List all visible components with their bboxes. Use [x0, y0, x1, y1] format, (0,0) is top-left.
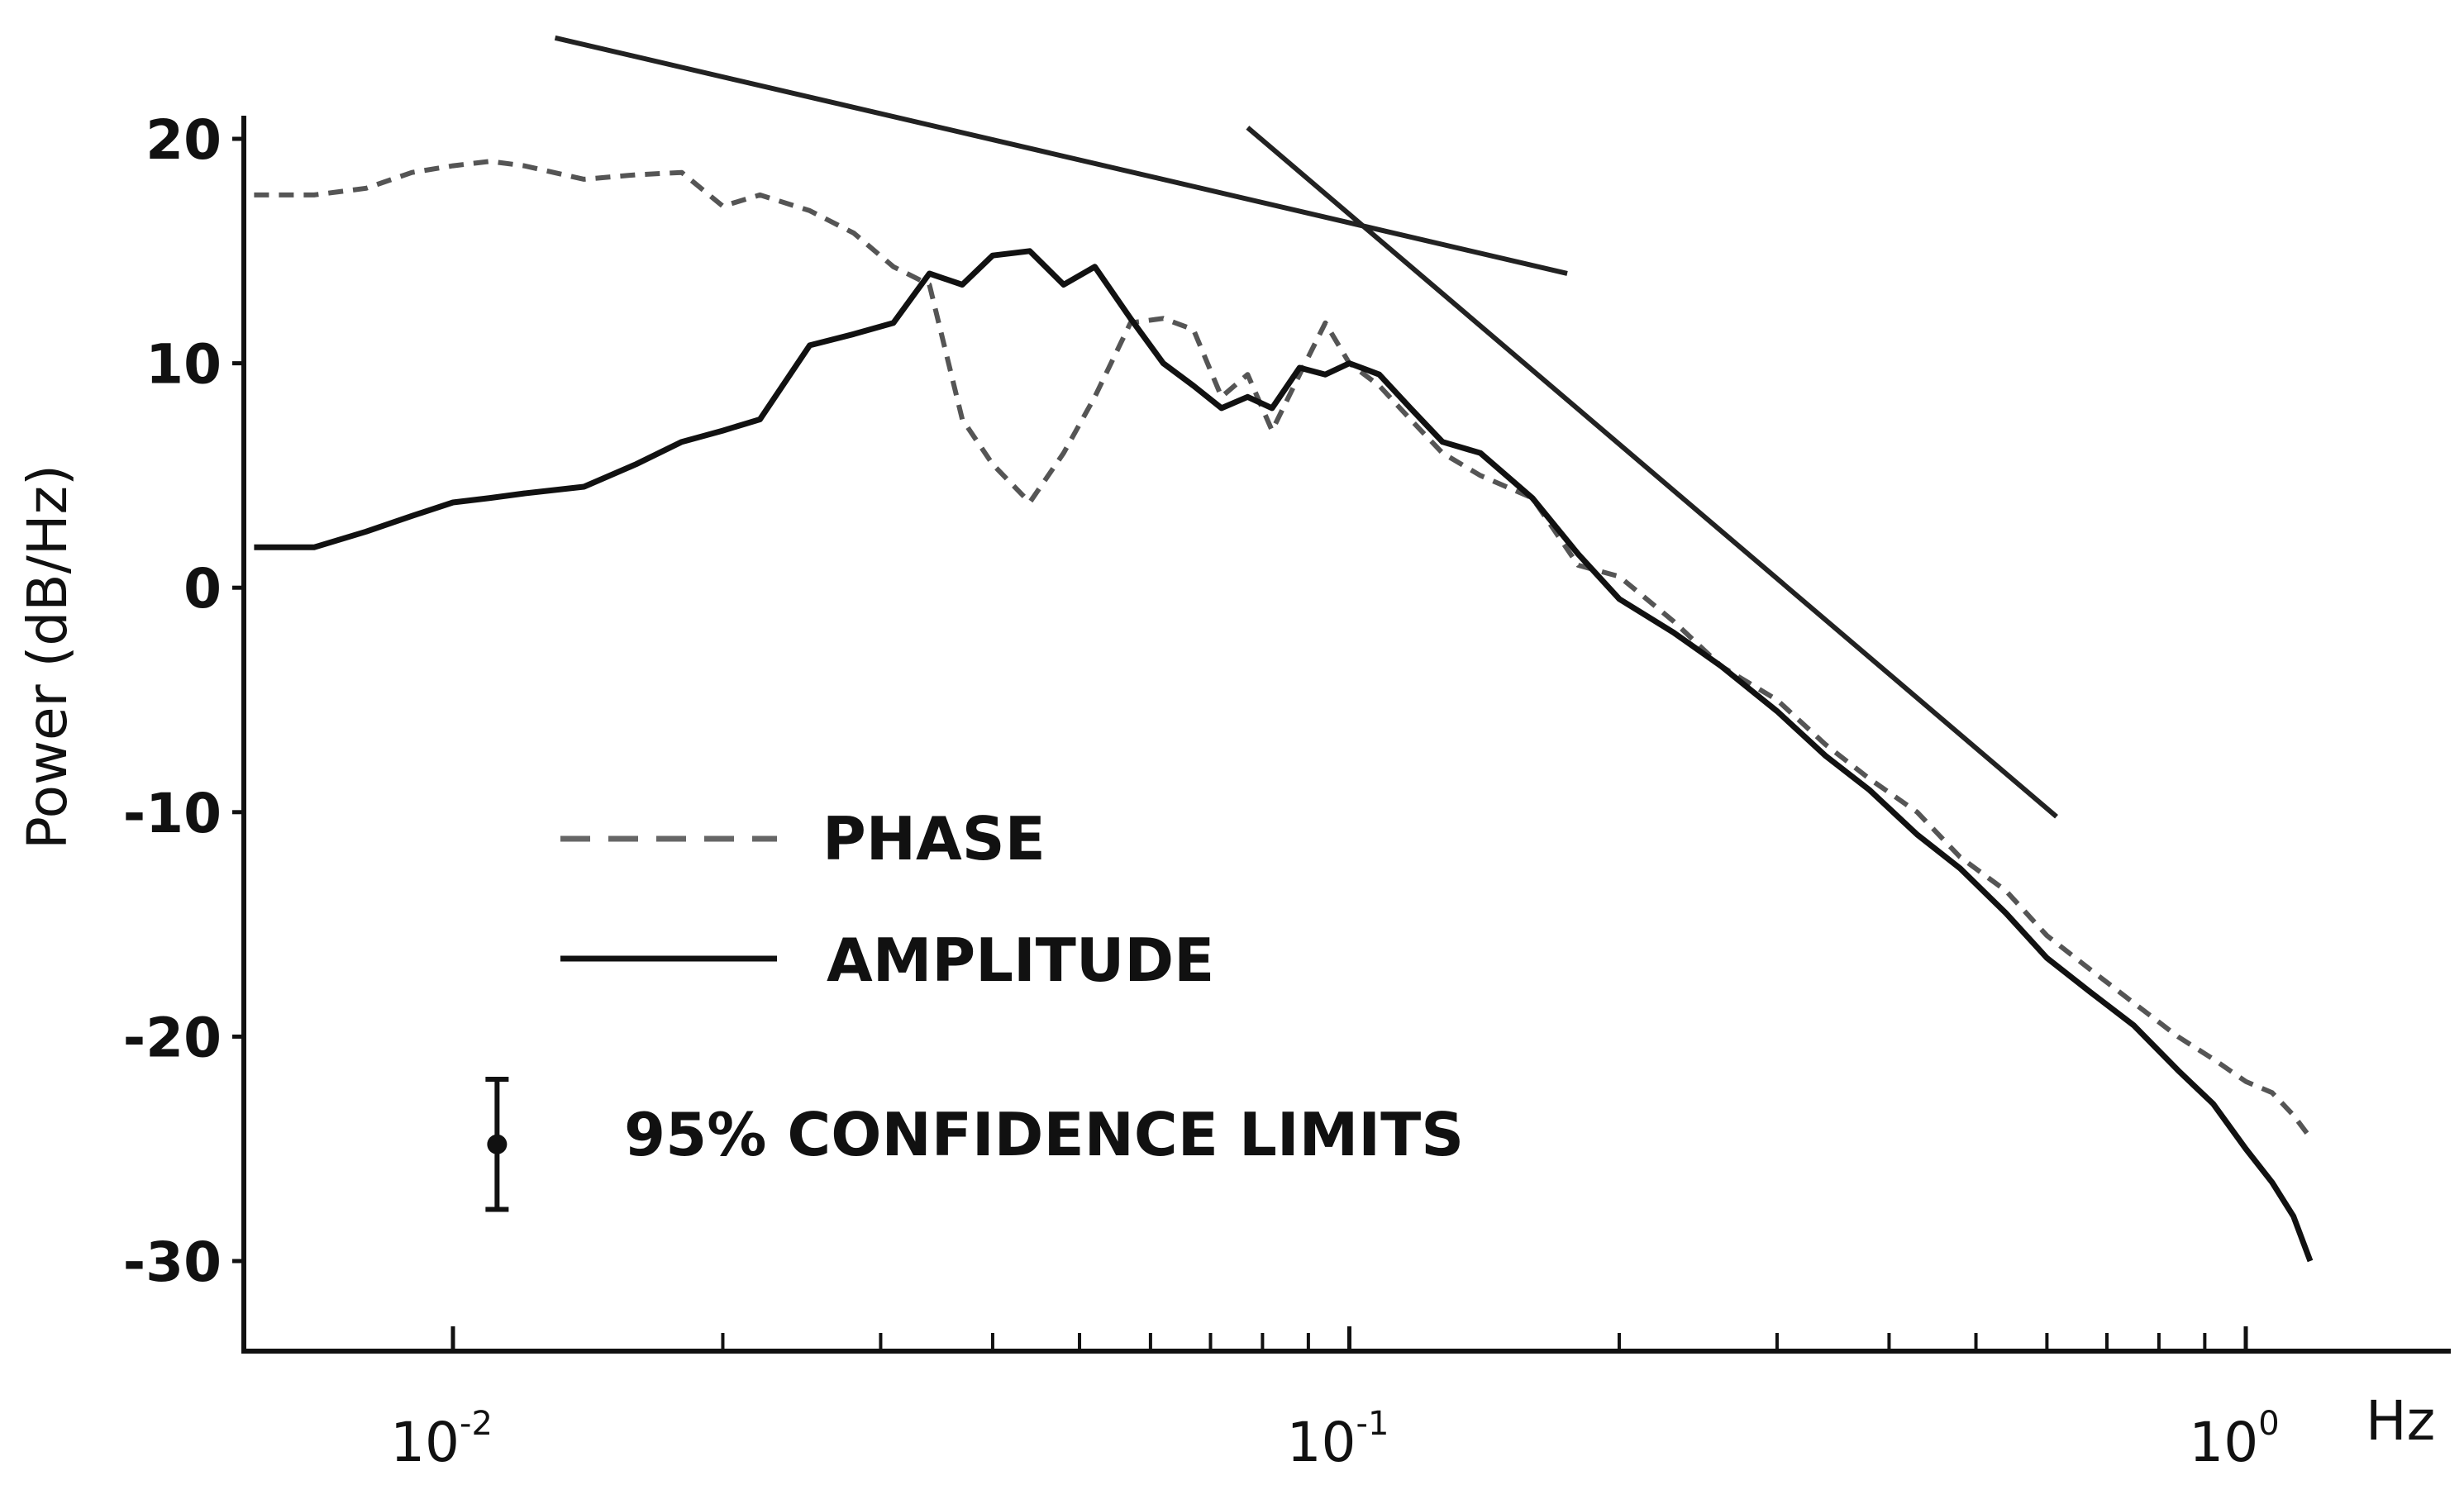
series-group — [254, 159, 2314, 1263]
asymptote-line-1 — [554, 35, 1568, 276]
x-ticks: 10-2 10-1 100 — [390, 1326, 2280, 1474]
y-tick-label: -30 — [123, 1230, 222, 1294]
y-tick-label: 20 — [145, 108, 222, 172]
series-line-amplitude — [254, 248, 2314, 1263]
x-axis-unit-label: Hz — [2366, 1389, 2435, 1453]
x-tick-label: 100 — [2189, 1405, 2279, 1474]
asymptote-lines — [554, 35, 2058, 819]
y-tick-label: -10 — [123, 782, 222, 845]
y-axis-label: Power (dB/Hz) — [16, 464, 79, 850]
legend: PHASE AMPLITUDE 95% CONFIDENCE LIMITS — [485, 804, 1464, 1212]
legend-phase-label: PHASE — [822, 804, 1046, 873]
legend-amplitude-label: AMPLITUDE — [827, 926, 1214, 995]
confidence-limits-bar — [485, 1077, 509, 1212]
series-line-phase — [254, 159, 2313, 1140]
x-tick-label: 10-1 — [1287, 1405, 1389, 1474]
y-tick-label: -20 — [123, 1006, 222, 1069]
legend-confidence-label: 95% CONFIDENCE LIMITS — [624, 1100, 1464, 1169]
y-ticks: 20 10 0 -10 -20 -30 — [123, 108, 244, 1294]
confidence-bar-center-dot — [487, 1134, 508, 1154]
y-tick-label: 10 — [145, 333, 222, 397]
asymptote-line-2 — [1246, 126, 2058, 819]
x-tick-label: 10-2 — [390, 1405, 493, 1474]
y-tick-label: 0 — [183, 557, 222, 621]
